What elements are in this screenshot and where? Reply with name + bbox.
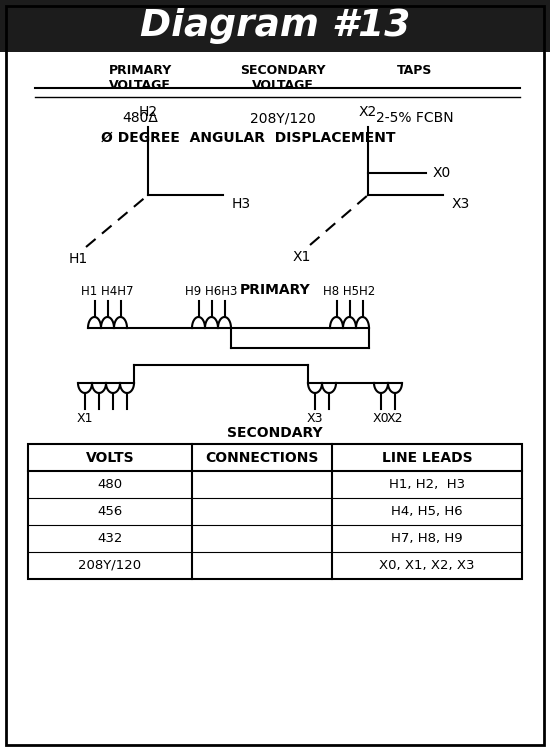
Text: X2: X2 [387,412,403,425]
Text: TAPS: TAPS [397,64,433,77]
Text: VOLTS: VOLTS [86,451,134,465]
FancyBboxPatch shape [0,0,550,52]
Text: H4, H5, H6: H4, H5, H6 [391,505,463,518]
Text: X0: X0 [433,166,451,180]
Text: X0, X1, X2, X3: X0, X1, X2, X3 [379,559,475,572]
Text: H3: H3 [232,197,251,211]
Text: CONNECTIONS: CONNECTIONS [205,451,318,465]
Text: Ø DEGREE  ANGULAR  DISPLACEMENT: Ø DEGREE ANGULAR DISPLACEMENT [101,131,395,145]
Text: 208Y/120: 208Y/120 [250,111,316,125]
Text: H2: H2 [139,105,157,119]
Text: SECONDARY: SECONDARY [227,426,323,440]
Text: X3: X3 [452,197,470,211]
Text: LINE LEADS: LINE LEADS [382,451,472,465]
Text: H1 H4H7: H1 H4H7 [81,285,134,298]
Text: 456: 456 [97,505,123,518]
Text: H1: H1 [68,252,87,266]
Text: X2: X2 [359,105,377,119]
Text: Diagram #13: Diagram #13 [140,8,410,44]
Text: H8 H5H2: H8 H5H2 [323,285,376,298]
Text: 480Δ: 480Δ [122,111,158,125]
Text: X0: X0 [373,412,389,425]
Text: 432: 432 [97,532,123,545]
Text: X3: X3 [307,412,323,425]
Text: SECONDARY
VOLTAGE: SECONDARY VOLTAGE [240,64,326,92]
Text: PRIMARY: PRIMARY [240,283,310,297]
Text: X1: X1 [77,412,94,425]
Text: 208Y/120: 208Y/120 [79,559,141,572]
Text: H1, H2,  H3: H1, H2, H3 [389,478,465,491]
Text: PRIMARY
VOLTAGE: PRIMARY VOLTAGE [108,64,172,92]
Text: X1: X1 [293,250,311,264]
Text: 2-5% FCBN: 2-5% FCBN [376,111,454,125]
Text: 480: 480 [97,478,123,491]
Text: H7, H8, H9: H7, H8, H9 [391,532,463,545]
Text: H9 H6H3: H9 H6H3 [185,285,238,298]
